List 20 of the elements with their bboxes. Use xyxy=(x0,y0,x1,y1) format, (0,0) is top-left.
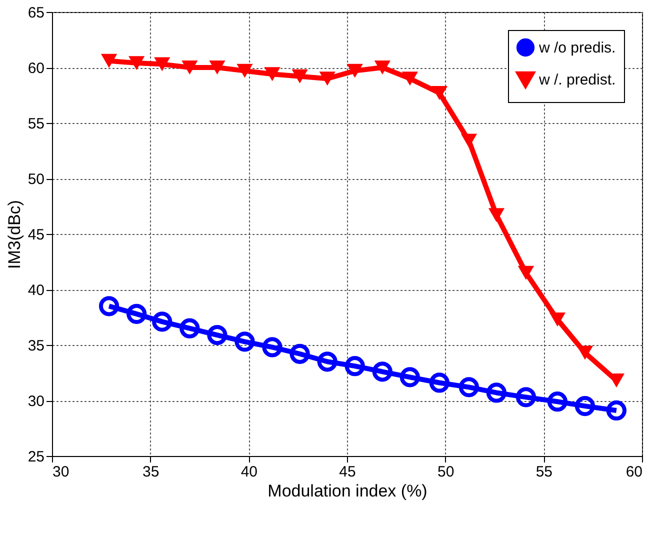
legend-label: w /. predist. xyxy=(538,72,616,88)
x-tick-label: 45 xyxy=(339,464,356,480)
y-tick-label: 25 xyxy=(28,448,44,466)
x-tick-label: 50 xyxy=(437,464,454,480)
x-tick-label: 30 xyxy=(52,464,70,480)
y-axis-title: IM3(dBc) xyxy=(4,200,24,269)
y-tick-label: 45 xyxy=(28,226,44,244)
legend-label: w /o predis. xyxy=(538,40,616,56)
y-tick-label: 30 xyxy=(28,393,44,410)
x-tick-label: 60 xyxy=(626,464,642,480)
y-tick-label: 65 xyxy=(28,4,44,22)
x-tick-label: 40 xyxy=(240,464,258,480)
y-tick-label: 40 xyxy=(28,282,44,299)
x-tick-label: 35 xyxy=(142,464,160,480)
y-tick-label: 35 xyxy=(28,338,44,354)
y-tick-label: 50 xyxy=(28,171,44,188)
y-tick-label: 55 xyxy=(28,116,44,132)
x-axis-title: Modulation index (%) xyxy=(268,482,428,500)
y-tick-label: 60 xyxy=(28,60,44,77)
x-tick-label: 55 xyxy=(536,464,553,480)
